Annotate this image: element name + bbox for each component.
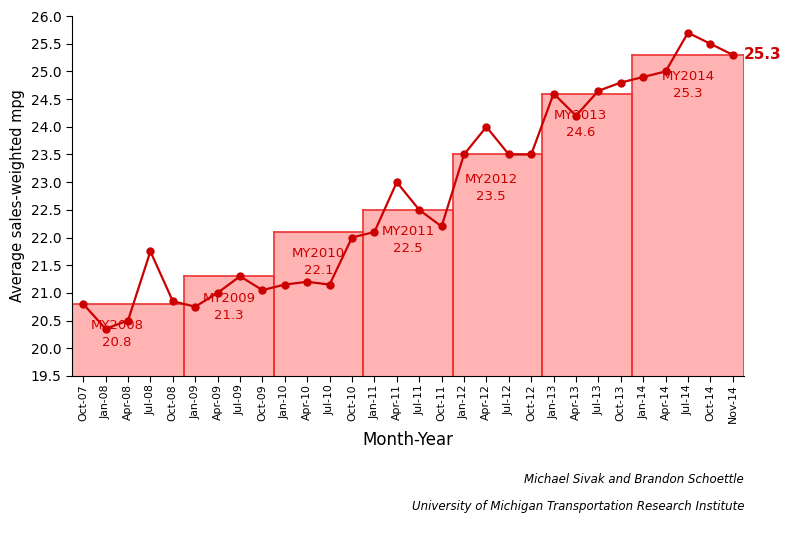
Text: MY2008
20.8: MY2008 20.8 — [90, 320, 143, 350]
Text: MY2011
22.5: MY2011 22.5 — [382, 226, 434, 255]
X-axis label: Month-Year: Month-Year — [362, 431, 454, 449]
Y-axis label: Average sales-weighted mpg: Average sales-weighted mpg — [10, 90, 25, 302]
Text: MY2014
25.3: MY2014 25.3 — [662, 70, 714, 100]
Text: Michael Sivak and Brandon Schoettle: Michael Sivak and Brandon Schoettle — [524, 473, 744, 486]
Text: MY2013
24.6: MY2013 24.6 — [554, 109, 607, 139]
Text: MY2009
21.3: MY2009 21.3 — [202, 292, 255, 322]
Text: University of Michigan Transportation Research Institute: University of Michigan Transportation Re… — [411, 500, 744, 513]
Text: 25.3: 25.3 — [744, 47, 782, 62]
Text: MY2012
23.5: MY2012 23.5 — [464, 173, 518, 202]
Text: MY2010
22.1: MY2010 22.1 — [292, 248, 345, 278]
